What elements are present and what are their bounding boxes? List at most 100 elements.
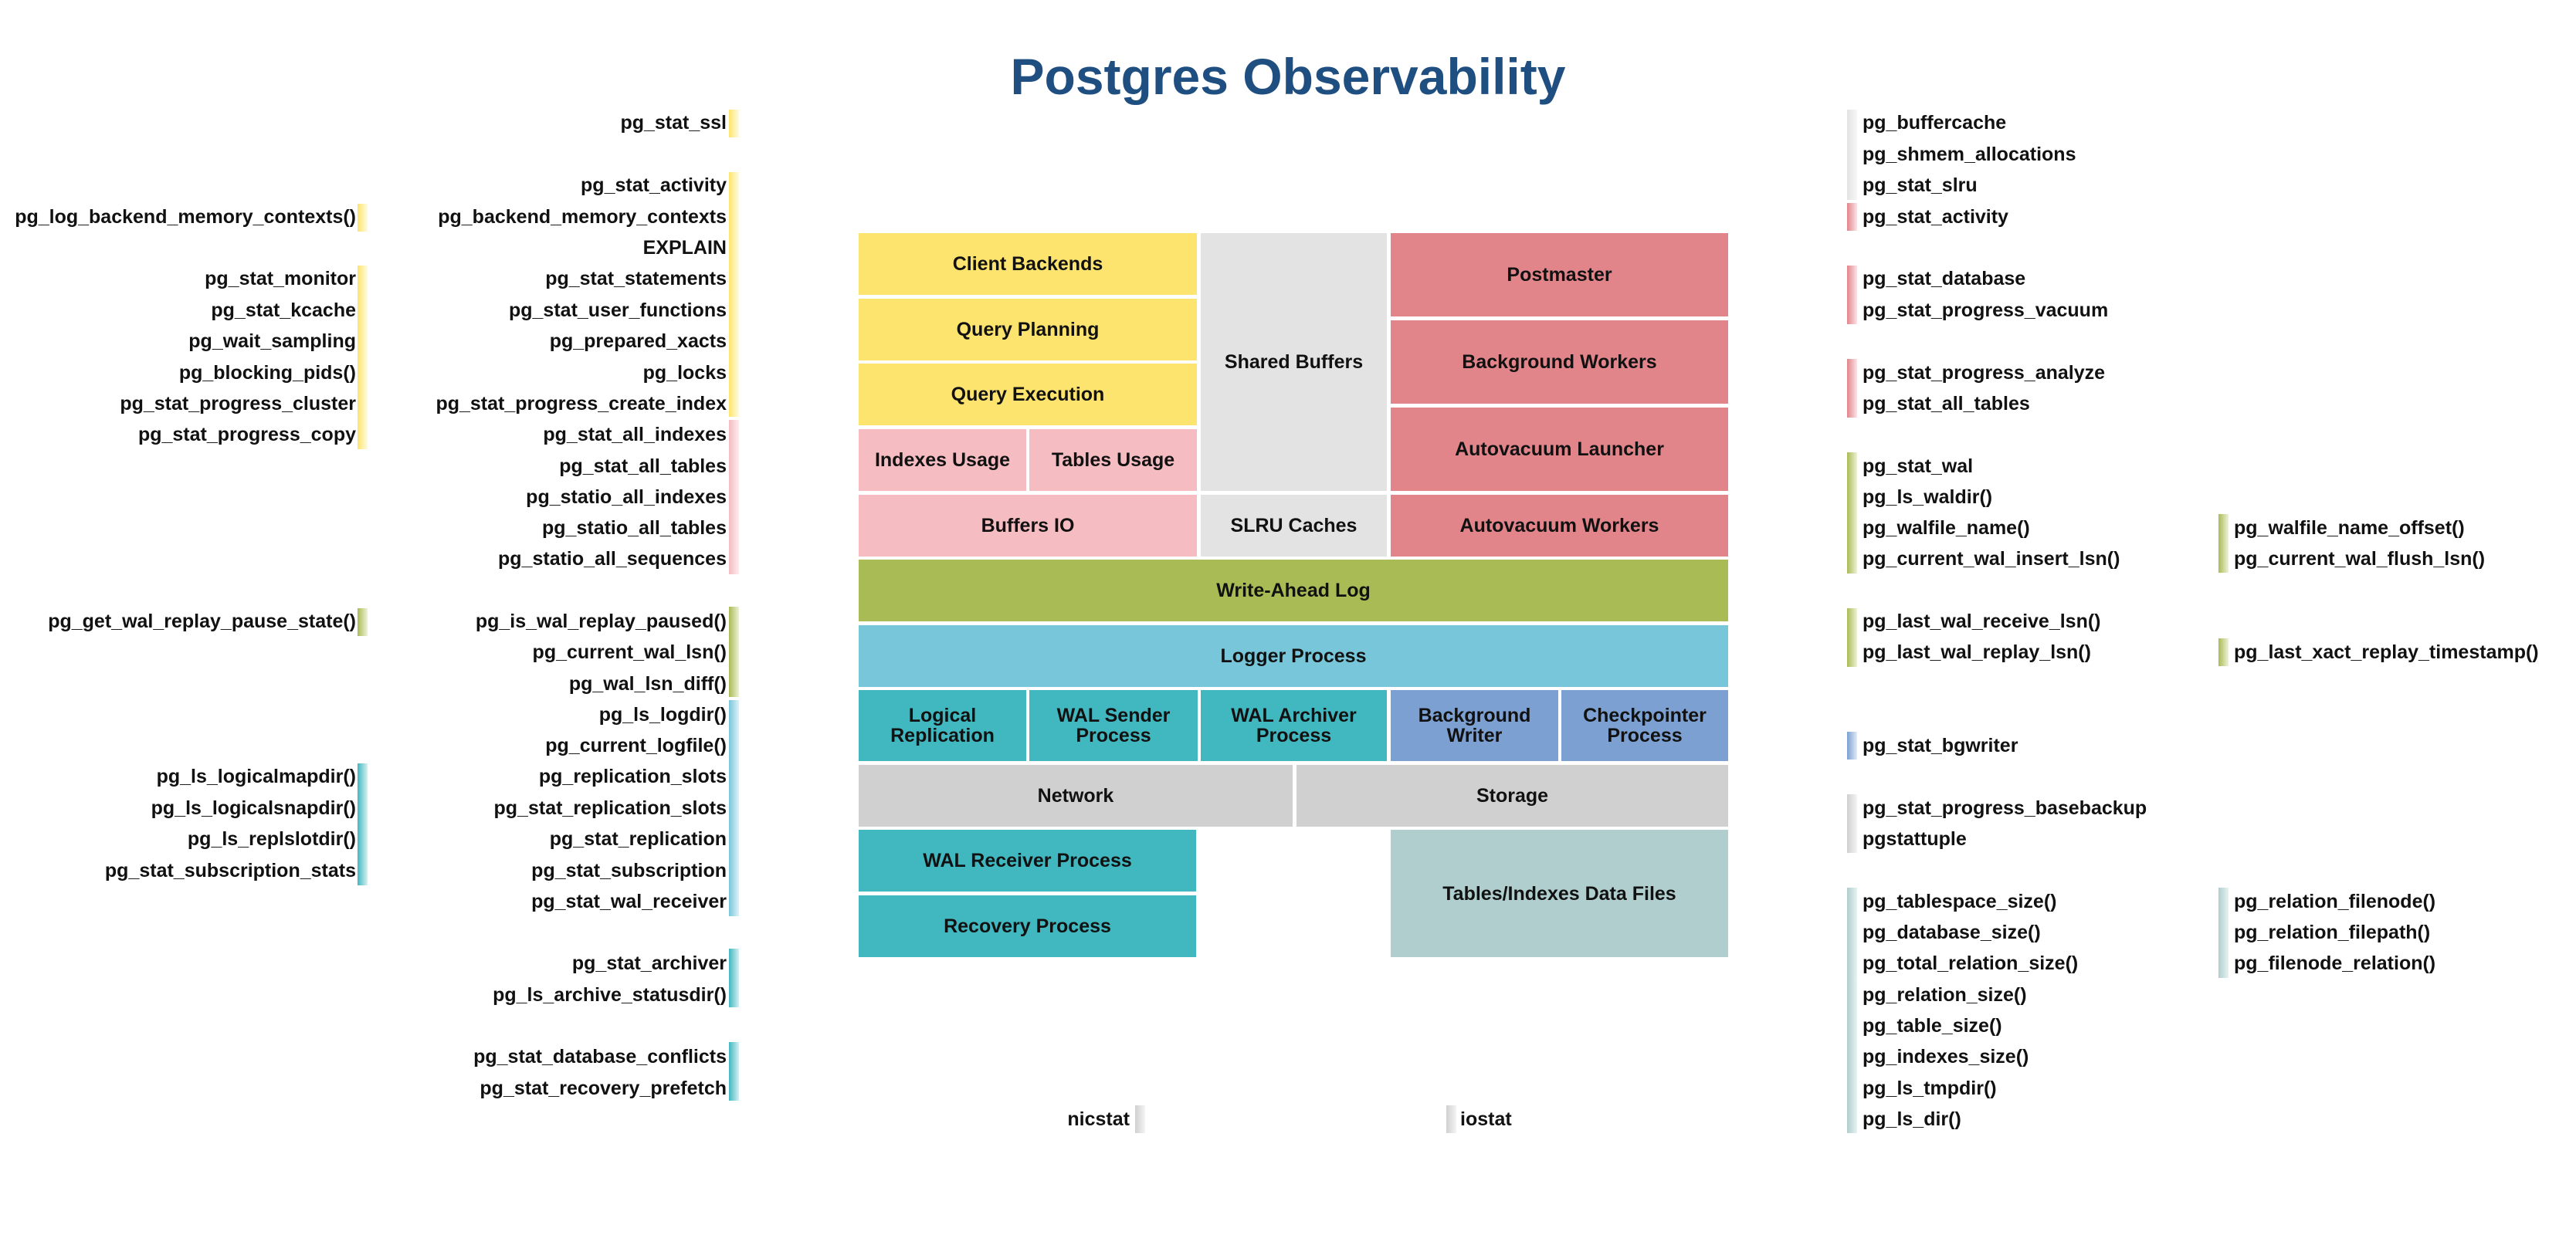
label-item: pg_stat_progress_cluster: [120, 393, 356, 414]
label-item: pg_current_wal_lsn(): [532, 641, 727, 663]
block-autovacuum-workers: Autovacuum Workers: [1391, 495, 1728, 557]
label-item: pg_ls_replslotdir(): [187, 828, 356, 850]
label-item: pg_relation_size(): [1863, 984, 2027, 1006]
color-bar: [1847, 203, 1857, 231]
color-bar: [1847, 608, 1857, 667]
label-item: pg_stat_subscription_stats: [104, 860, 356, 881]
label-item: pg_total_relation_size(): [1863, 952, 2079, 974]
label-item: pg_stat_progress_create_index: [436, 393, 727, 414]
label-item: pg_relation_filepath(): [2234, 922, 2431, 943]
block-slru-caches: SLRU Caches: [1201, 495, 1387, 557]
label-item: pg_stat_ssl: [620, 112, 727, 134]
color-bar: [1847, 452, 1857, 574]
color-bar: [2218, 638, 2229, 666]
color-bar: [1135, 1105, 1145, 1133]
color-bar: [1446, 1105, 1456, 1133]
label-item: pg_prepared_xacts: [549, 330, 727, 352]
block-wal-sender: WAL Sender Process: [1029, 690, 1198, 761]
label-item: pg_current_wal_flush_lsn(): [2234, 548, 2486, 570]
color-bar: [729, 949, 739, 1007]
label-item: pg_ls_logicalsnapdir(): [151, 797, 356, 819]
label-item: pg_database_size(): [1863, 922, 2041, 943]
label-item: EXPLAIN: [642, 237, 727, 259]
block-background-workers: Background Workers: [1391, 320, 1728, 404]
label-item: pg_stat_replication_slots: [493, 797, 727, 819]
block-tables-usage: Tables Usage: [1029, 429, 1197, 491]
label-item: nicstat: [1067, 1108, 1130, 1130]
color-bar: [729, 172, 739, 417]
label-item: pg_stat_kcache: [211, 299, 356, 321]
block-data-files: Tables/Indexes Data Files: [1391, 830, 1728, 957]
label-item: pg_locks: [642, 362, 727, 384]
label-item: pg_stat_activity: [581, 174, 727, 196]
label-item: pg_stat_wal: [1863, 455, 1974, 477]
color-bar: [358, 204, 368, 232]
block-network: Network: [859, 765, 1293, 827]
label-item: pg_stat_subscription: [531, 860, 727, 881]
block-indexes-usage: Indexes Usage: [859, 429, 1026, 491]
label-item: pg_wait_sampling: [188, 330, 356, 352]
label-item: pg_stat_all_tables: [559, 455, 727, 477]
label-item: pg_buffercache: [1863, 112, 2007, 134]
color-bar: [2218, 514, 2229, 573]
label-item: pg_stat_user_functions: [508, 299, 727, 321]
color-bar: [358, 763, 368, 885]
block-write-ahead-log: Write-Ahead Log: [859, 560, 1728, 621]
label-item: pg_get_wal_replay_pause_state(): [48, 611, 356, 632]
block-logger-process: Logger Process: [859, 625, 1728, 687]
label-item: pg_stat_replication: [549, 828, 727, 850]
label-item: pg_indexes_size(): [1863, 1046, 2029, 1068]
label-item: pg_filenode_relation(): [2234, 952, 2436, 974]
block-background-writer: Background Writer: [1391, 690, 1558, 761]
page-title: Postgres Observability: [1010, 48, 1566, 105]
label-item: pg_ls_logicalmapdir(): [156, 766, 356, 787]
label-item: pg_stat_progress_analyze: [1863, 362, 2106, 384]
label-item: pg_walfile_name(): [1863, 517, 2030, 539]
color-bar: [729, 700, 739, 916]
color-bar: [1847, 359, 1857, 418]
color-bar: [2218, 888, 2229, 978]
label-item: pg_statio_all_tables: [542, 517, 727, 539]
block-postmaster: Postmaster: [1391, 233, 1728, 316]
color-bar: [729, 420, 739, 574]
label-item: pg_statio_all_indexes: [526, 486, 727, 508]
label-item: pg_is_wal_replay_paused(): [475, 611, 727, 632]
label-item: pg_stat_bgwriter: [1863, 735, 2018, 756]
color-bar: [1847, 266, 1857, 324]
block-storage: Storage: [1296, 765, 1728, 827]
color-bar: [729, 1042, 739, 1101]
block-recovery-process: Recovery Process: [859, 895, 1196, 957]
label-item: pg_wal_lsn_diff(): [568, 673, 727, 695]
label-item: pg_last_xact_replay_timestamp(): [2234, 641, 2539, 663]
label-item: pg_ls_dir(): [1863, 1108, 1961, 1130]
color-bar: [729, 607, 739, 697]
label-item: pg_stat_progress_copy: [137, 424, 356, 445]
block-buffers-io: Buffers IO: [859, 495, 1197, 557]
label-item: pg_ls_tmpdir(): [1863, 1078, 1997, 1099]
label-item: pg_stat_all_tables: [1863, 393, 2030, 414]
label-item: pg_stat_slru: [1863, 174, 1978, 196]
label-item: pg_backend_memory_contexts: [438, 206, 727, 228]
label-item: pg_stat_recovery_prefetch: [480, 1078, 727, 1099]
color-bar: [1847, 794, 1857, 853]
label-item: pg_current_logfile(): [545, 735, 727, 756]
label-item: pg_stat_database_conflicts: [473, 1046, 727, 1068]
label-item: pg_stat_activity: [1863, 206, 2008, 228]
color-bar: [729, 110, 739, 137]
label-item: pg_last_wal_receive_lsn(): [1863, 611, 2101, 632]
color-bar: [358, 608, 368, 636]
label-item: pg_stat_wal_receiver: [531, 891, 727, 912]
label-item: pg_relation_filenode(): [2234, 891, 2436, 912]
label-item: pg_ls_archive_statusdir(): [493, 984, 727, 1006]
label-item: pg_current_wal_insert_lsn(): [1863, 548, 2120, 570]
block-query-execution: Query Execution: [859, 364, 1197, 425]
block-client-backends: Client Backends: [859, 233, 1197, 295]
color-bar: [1847, 888, 1857, 1133]
label-item: pg_walfile_name_offset(): [2234, 517, 2465, 539]
label-item: pg_stat_progress_vacuum: [1863, 299, 2109, 321]
label-item: pg_last_wal_replay_lsn(): [1863, 641, 2091, 663]
label-item: pgstattuple: [1863, 828, 1967, 850]
block-wal-receiver: WAL Receiver Process: [859, 830, 1196, 892]
label-item: pg_replication_slots: [538, 766, 727, 787]
label-item: pg_stat_statements: [545, 268, 727, 289]
